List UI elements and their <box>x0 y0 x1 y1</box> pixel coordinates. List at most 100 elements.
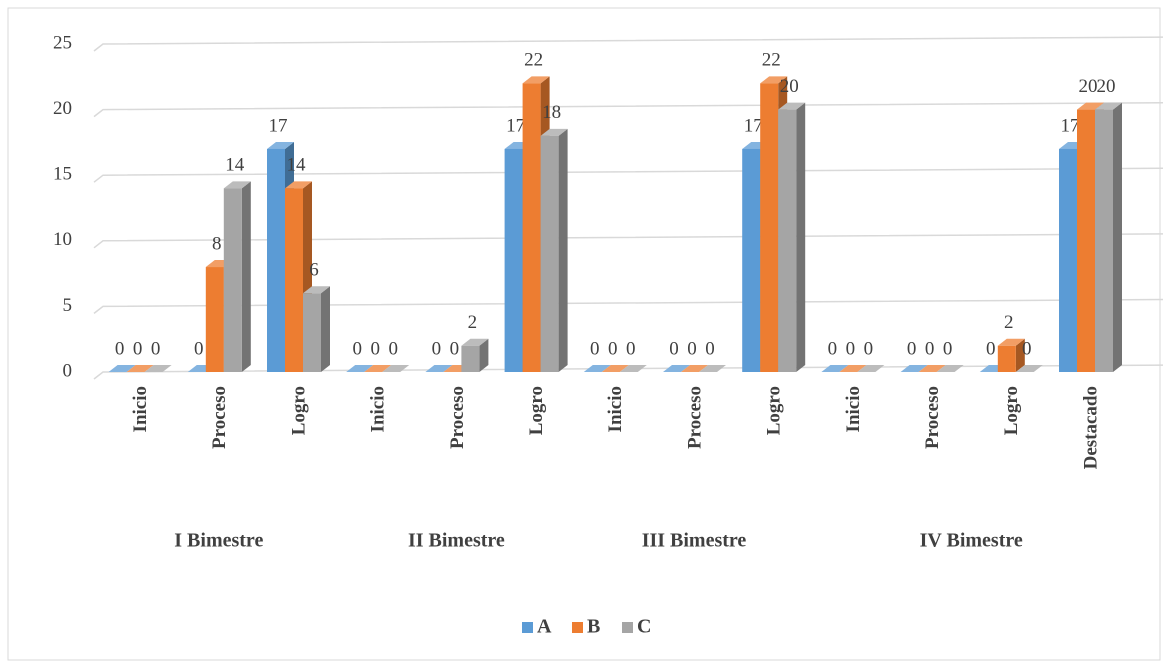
bar <box>108 365 136 372</box>
bar-side <box>241 181 251 372</box>
grid-line <box>93 101 1163 118</box>
bar-side <box>479 338 489 372</box>
data-label: 6 <box>309 260 319 281</box>
bar-side <box>321 286 330 372</box>
x-tick-label: Logro <box>526 386 547 435</box>
data-label: 0 <box>986 338 996 359</box>
bar-front <box>461 345 480 372</box>
y-tick-label: 0 <box>63 360 73 381</box>
bar-top <box>267 141 294 149</box>
data-label: 0 <box>370 338 380 359</box>
data-label: 17 <box>1061 115 1080 136</box>
bar-top <box>619 365 647 372</box>
data-label: 0 <box>669 338 679 359</box>
grid-line <box>93 167 1163 183</box>
legend-label: A <box>537 616 552 638</box>
data-label: 22 <box>524 50 543 71</box>
data-label: 0 <box>352 338 362 359</box>
data-label: 0 <box>388 338 398 359</box>
bar-top <box>1095 102 1122 110</box>
data-label: 20 <box>780 76 799 97</box>
bar <box>461 338 489 372</box>
legend-swatch <box>622 622 633 633</box>
data-label: 22 <box>762 50 781 71</box>
bar-top <box>857 365 885 372</box>
bar-front <box>760 83 779 373</box>
data-label: 0 <box>608 338 618 359</box>
grid-line <box>93 233 1163 249</box>
data-label: 20 <box>1097 76 1116 97</box>
bar <box>303 286 330 372</box>
data-label: 0 <box>864 338 874 359</box>
data-label: 14 <box>287 155 307 176</box>
x-tick-label: Inicio <box>843 386 864 432</box>
y-tick-label: 15 <box>53 164 72 185</box>
data-label: 0 <box>151 338 161 359</box>
data-label: 0 <box>846 338 856 359</box>
grid-line <box>93 36 1163 52</box>
data-label: 0 <box>925 338 935 359</box>
bar-front <box>504 148 523 372</box>
x-tick-label: Inicio <box>368 386 389 432</box>
bar-top <box>285 181 312 189</box>
bar-front <box>205 267 224 372</box>
bar-front <box>742 148 761 372</box>
data-label: 2 <box>468 312 478 333</box>
data-label: 0 <box>450 338 460 359</box>
x-tick-label: Logro <box>764 386 785 435</box>
y-tick-label: 25 <box>53 32 72 53</box>
x-tick-label: Destacado <box>1080 386 1101 469</box>
bar-front <box>285 188 303 372</box>
data-label: 0 <box>590 338 600 359</box>
bar-front <box>540 135 559 372</box>
y-tick-label: 10 <box>53 229 72 250</box>
legend-label: B <box>587 616 600 638</box>
y-tick-label: 20 <box>53 98 72 119</box>
bar-front <box>223 188 242 372</box>
bar-top <box>699 365 726 372</box>
data-label: 0 <box>626 338 636 359</box>
bar <box>857 365 885 372</box>
bar-top <box>223 181 251 189</box>
y-tick-label: 5 <box>63 295 73 316</box>
bar-front <box>778 109 797 372</box>
bar-front <box>522 83 541 373</box>
bar <box>540 128 568 372</box>
bar-top <box>144 365 172 372</box>
bar <box>144 365 172 372</box>
bar <box>1095 102 1122 372</box>
bar-front <box>267 148 285 372</box>
bar <box>619 365 647 372</box>
data-label: 2 <box>1004 312 1014 333</box>
x-tick-label: Proceso <box>684 386 705 449</box>
bar-side <box>558 128 568 372</box>
bar-side <box>1015 338 1025 372</box>
x-tick-label: Proceso <box>209 386 230 449</box>
bar <box>936 365 964 372</box>
x-tick-label: Logro <box>1001 386 1022 435</box>
data-label: 0 <box>943 338 953 359</box>
data-label: 0 <box>705 338 715 359</box>
bar-top <box>461 338 489 346</box>
data-label: 14 <box>225 155 245 176</box>
data-label: 18 <box>542 102 561 123</box>
data-label: 0 <box>687 338 697 359</box>
group-label: I Bimestre <box>174 530 263 552</box>
legend-swatch <box>572 622 583 633</box>
bar-top <box>936 365 964 372</box>
data-label: 0 <box>133 338 143 359</box>
bar-top <box>522 76 550 84</box>
x-tick-label: Inicio <box>130 386 151 432</box>
bar-top <box>1015 365 1043 372</box>
data-label: 0 <box>828 338 838 359</box>
data-label: 0 <box>907 338 917 359</box>
bar-top <box>997 338 1025 346</box>
bar <box>778 102 806 372</box>
group-label: II Bimestre <box>408 530 505 552</box>
x-tick-label: Proceso <box>922 386 943 449</box>
x-tick-label: Inicio <box>605 386 626 432</box>
bar <box>997 338 1025 372</box>
bar-front <box>997 345 1016 372</box>
group-label: IV Bimestre <box>920 530 1023 552</box>
